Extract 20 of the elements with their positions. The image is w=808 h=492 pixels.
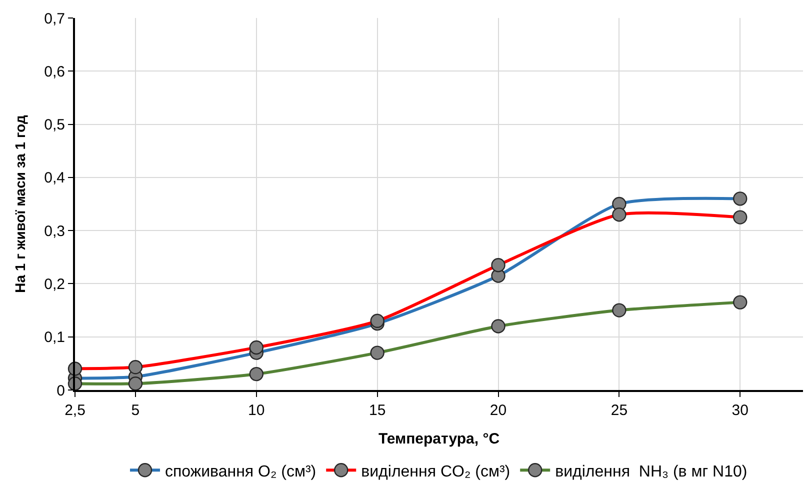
x-tick-label: 15 (368, 402, 386, 419)
y-tick-label: 0,2 (44, 276, 65, 293)
legend-label: споживання O₂ (см³) (165, 463, 316, 480)
y-tick-label: 0,5 (44, 116, 65, 134)
x-tick-label: 30 (732, 402, 748, 419)
y-tick-label: 0,3 (44, 222, 65, 240)
x-tick-label: 5 (131, 402, 140, 419)
x-tick-label: 20 (490, 402, 507, 419)
x-tick-label: 25 (610, 402, 628, 419)
legend-label: виділення CO₂ (см³) (361, 463, 510, 480)
y-tick-label: 0,1 (44, 329, 65, 346)
y-tick-label: 0 (56, 382, 65, 400)
x-tick-label: 2,5 (64, 402, 86, 419)
x-tick-label: 10 (248, 402, 265, 419)
legend-label: виділення NH₃ (в мг N10) (555, 463, 748, 480)
y-tick-label: 0,7 (44, 10, 65, 28)
y-tick-label: 0,4 (44, 170, 65, 187)
y-axis-title: На 1 г живої маси за 1 год (12, 115, 28, 293)
y-tick-label: 0,6 (44, 63, 65, 80)
x-axis-title: Температура, °C (378, 430, 500, 448)
